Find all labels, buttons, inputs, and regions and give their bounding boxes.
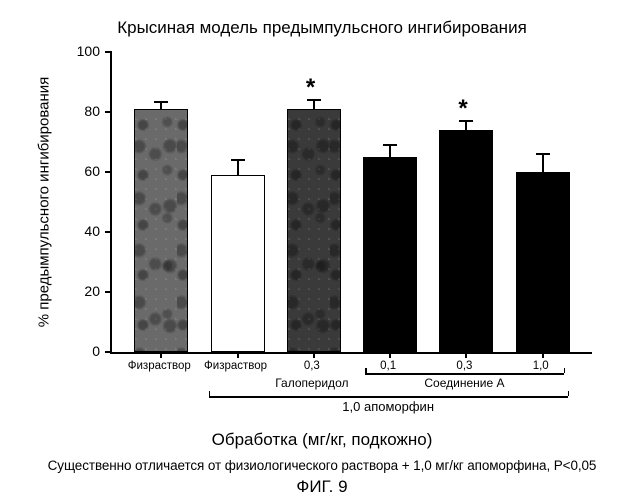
y-tick [105, 111, 112, 113]
y-tick-label: 60 [70, 163, 100, 179]
error-cap [536, 153, 550, 155]
y-tick-label: 40 [70, 223, 100, 239]
y-tick-label: 100 [70, 43, 100, 59]
bar [287, 109, 341, 352]
y-tick [105, 171, 112, 173]
y-tick [105, 231, 112, 233]
x-tick-label: 0,3 [424, 360, 504, 372]
bracket [365, 373, 564, 375]
y-tick-label: 0 [70, 343, 100, 359]
significance-marker: * [306, 74, 315, 102]
plot-area: ** [110, 52, 592, 354]
y-tick [105, 51, 112, 53]
bracket-end [568, 391, 570, 396]
y-tick-label: 80 [70, 103, 100, 119]
bar [211, 175, 265, 352]
x-tick [237, 352, 239, 358]
significance-marker: * [458, 95, 467, 123]
y-axis-label: % предымпульсного ингибирования [36, 77, 53, 328]
x-tick-label: 1,0 [501, 360, 581, 372]
x-tick [542, 352, 544, 358]
y-tick [105, 351, 112, 353]
group-label-apomorphine: 1,0 апоморфин [318, 399, 458, 414]
bracket-end [564, 368, 566, 373]
bar [439, 130, 493, 352]
x-tick [160, 352, 162, 358]
error-cap [154, 101, 168, 103]
bar [516, 172, 570, 352]
error-bar [389, 145, 391, 157]
bracket [209, 396, 568, 398]
bracket-end [209, 391, 211, 396]
bar [134, 109, 188, 352]
bracket-end [365, 368, 367, 373]
error-bar [160, 102, 162, 110]
error-cap [383, 144, 397, 146]
error-bar [237, 160, 239, 175]
x-axis-title: Обработка (мг/кг, подкожно) [0, 430, 644, 450]
footnote: Существенно отличается от физиологическо… [0, 458, 644, 473]
bar [363, 157, 417, 352]
error-bar [542, 154, 544, 172]
figure-root: Крысиная модель предымпульсного ингибиро… [0, 0, 644, 500]
y-tick [105, 291, 112, 293]
group-label-haloperidol: Галоперидол [262, 376, 362, 390]
chart-title: Крысиная модель предымпульсного ингибиро… [0, 18, 644, 38]
y-axis-label-wrap: % предымпульсного ингибирования [44, 52, 64, 352]
x-tick [313, 352, 315, 358]
group-label-compound-a: Соединение А [404, 376, 524, 390]
x-tick-label: 0,3 [272, 360, 352, 372]
figure-label: ФИГ. 9 [0, 477, 644, 497]
x-tick-label: Физраствор [196, 360, 276, 372]
x-tick [389, 352, 391, 358]
x-tick [465, 352, 467, 358]
y-tick-label: 20 [70, 283, 100, 299]
x-tick-label: 0,1 [348, 360, 428, 372]
error-cap [231, 159, 245, 161]
x-tick-label: Физраствор [119, 360, 199, 372]
